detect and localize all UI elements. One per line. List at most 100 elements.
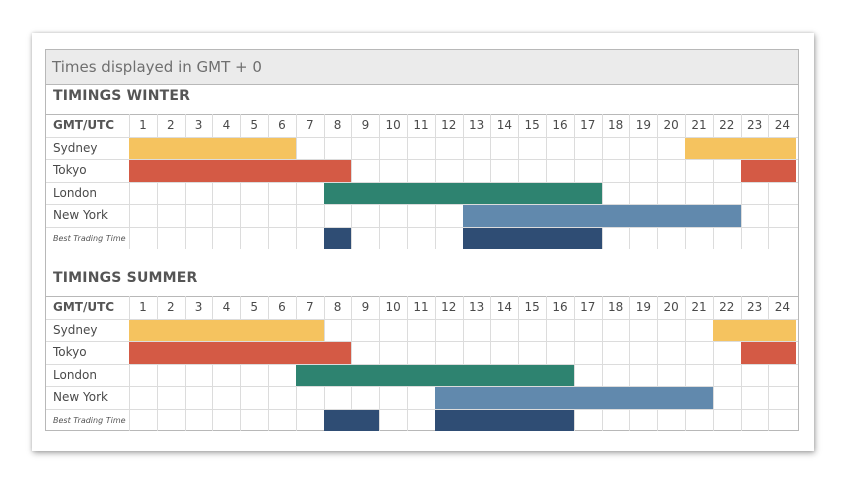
winter-sydney-session-bar	[129, 137, 296, 159]
summer-row-gridline	[46, 408, 798, 410]
winter-column-gridline	[295, 114, 297, 249]
summer-row-label-sydney: Sydney	[53, 322, 98, 337]
summer-best-trading-time-session-bar	[323, 409, 380, 431]
summer-row-label-tokyo: Tokyo	[53, 345, 87, 359]
summer-column-gridline	[323, 296, 325, 431]
winter-column-gridline	[268, 114, 269, 249]
summer-row-label-new-york: New York	[53, 390, 108, 404]
winter-hour-label: 19	[635, 118, 652, 132]
winter-sydney-session-bar	[685, 137, 797, 159]
winter-hour-label: 1	[139, 118, 147, 132]
summer-hour-label: 2	[166, 300, 175, 314]
winter-row-label-best-trading-time: Best Trading Time	[53, 233, 126, 243]
summer-hour-label: 3	[194, 300, 203, 314]
summer-hour-label: 16	[552, 300, 568, 314]
winter-hour-label: 17	[580, 118, 596, 132]
summer-hour-label: 22	[719, 300, 735, 314]
summer-row-gridline	[46, 386, 798, 387]
winter-column-gridline	[740, 114, 742, 249]
summer-hour-label: 6	[278, 300, 286, 314]
summer-hour-label: 10	[385, 300, 401, 314]
summer-title-divider	[46, 296, 798, 297]
schedule-frame: Times displayed in GMT + 0 TIMINGS WINTE…	[45, 49, 799, 431]
summer-row-label-best-trading-time: Best Trading Time	[53, 415, 126, 425]
summer-column-gridline	[212, 296, 214, 431]
summer-hour-label: 23	[746, 300, 763, 314]
summer-hour-label: 11	[413, 300, 429, 314]
winter-row-label-london: London	[53, 185, 97, 200]
summer-column-gridline	[601, 296, 603, 431]
winter-row-label-new-york: New York	[53, 208, 108, 222]
winter-column-gridline	[434, 114, 436, 249]
summer-section-title: TIMINGS SUMMER	[53, 270, 198, 286]
summer-column-gridline	[768, 296, 770, 431]
winter-hour-label: 18	[607, 118, 624, 132]
winter-column-gridline	[490, 114, 492, 249]
summer-sydney-session-bar	[129, 319, 324, 341]
summer-tokyo-session-bar	[740, 342, 797, 364]
summer-best-trading-time-session-bar	[434, 409, 574, 431]
summer-hour-label: 8	[333, 300, 342, 314]
winter-hour-label: 9	[361, 118, 370, 132]
summer-row-header: GMT/UTC	[53, 300, 115, 314]
summer-hour-label: 5	[250, 300, 258, 314]
winter-column-gridline	[629, 114, 631, 249]
summer-hour-label: 24	[774, 300, 791, 314]
summer-column-gridline	[573, 296, 575, 431]
summer-hour-label: 1	[139, 300, 147, 314]
summer-column-gridline	[462, 296, 464, 431]
winter-column-gridline	[351, 114, 353, 249]
winter-column-gridline	[156, 114, 158, 249]
winter-row-gridline	[46, 204, 798, 205]
summer-column-gridline	[379, 296, 381, 431]
summer-hour-label: 14	[496, 300, 513, 314]
winter-column-gridline	[379, 114, 381, 249]
summer-hour-label: 15	[524, 300, 540, 314]
summer-column-gridline	[434, 296, 436, 431]
winter-hour-label: 22	[719, 118, 735, 132]
summer-column-gridline	[490, 296, 492, 431]
winter-tokyo-session-bar	[129, 160, 352, 182]
winter-hour-label: 15	[524, 118, 540, 132]
winter-hour-label: 23	[746, 118, 763, 132]
winter-hour-label: 3	[194, 118, 203, 132]
winter-column-gridline	[212, 114, 214, 249]
summer-column-gridline	[268, 296, 269, 431]
winter-column-gridline	[601, 114, 603, 249]
summer-column-gridline	[740, 296, 742, 431]
summer-column-gridline	[351, 296, 353, 431]
winter-column-gridline	[546, 114, 547, 249]
summer-hour-label: 19	[635, 300, 652, 314]
winter-new-york-session-bar	[462, 205, 741, 227]
winter-column-gridline	[712, 114, 714, 249]
summer-column-gridline	[156, 296, 158, 431]
winter-row-label-sydney: Sydney	[53, 140, 98, 155]
winter-row-header: GMT/UTC	[53, 118, 115, 132]
winter-column-gridline	[518, 114, 520, 249]
winter-column-gridline	[323, 114, 325, 249]
summer-row-label-london: London	[53, 367, 97, 382]
winter-hour-label: 8	[333, 118, 342, 132]
winter-column-gridline	[129, 114, 130, 249]
winter-hour-label: 20	[663, 118, 679, 132]
summer-column-gridline	[685, 296, 686, 431]
winter-hour-label: 14	[496, 118, 513, 132]
summer-hour-label: 18	[607, 300, 624, 314]
summer-column-gridline	[407, 296, 408, 431]
winter-hour-label: 2	[166, 118, 175, 132]
summer-column-gridline	[129, 296, 130, 431]
winter-column-gridline	[240, 114, 242, 249]
summer-column-gridline	[184, 296, 186, 431]
winter-hour-label: 13	[468, 118, 485, 132]
winter-best-trading-time-session-bar	[462, 227, 602, 249]
winter-column-gridline	[657, 114, 659, 249]
summer-hour-label: 12	[441, 300, 457, 314]
winter-section-title: TIMINGS WINTER	[53, 88, 191, 104]
summer-column-gridline	[295, 296, 297, 431]
winter-hour-label: 11	[413, 118, 429, 132]
summer-hour-label: 17	[580, 300, 596, 314]
winter-column-gridline	[685, 114, 686, 249]
winter-row-gridline	[46, 159, 798, 160]
winter-column-gridline	[407, 114, 408, 249]
winter-hour-label: 4	[222, 118, 231, 132]
